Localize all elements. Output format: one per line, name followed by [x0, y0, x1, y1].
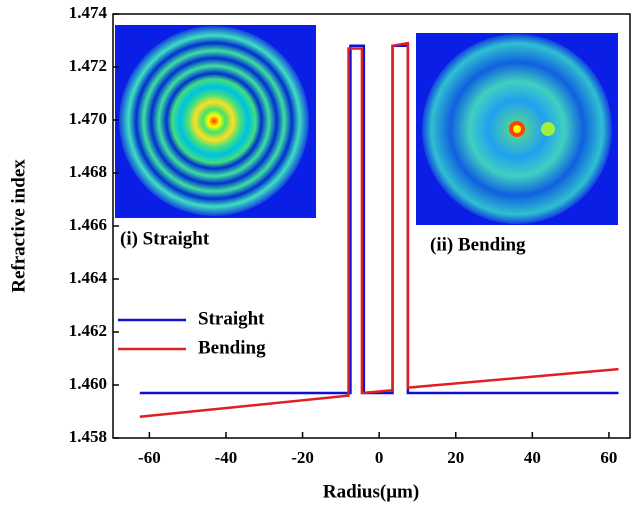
x-tick-label: -40 [215, 448, 238, 467]
x-axis-label: Radius(μm) [323, 481, 419, 502]
y-tick-label: 1.462 [69, 321, 107, 340]
y-tick-label: 1.464 [69, 268, 108, 287]
x-tick-label: -60 [138, 448, 161, 467]
y-tick-label: 1.460 [69, 374, 107, 393]
y-tick-label: 1.466 [69, 215, 107, 234]
inset-bending [416, 33, 618, 225]
legend-label: Straight [198, 308, 265, 329]
y-tick-label: 1.468 [69, 162, 107, 181]
y-tick-label: 1.474 [69, 3, 108, 22]
x-tick-label: 60 [600, 448, 617, 467]
x-tick-label: 40 [524, 448, 541, 467]
y-tick-label: 1.472 [69, 56, 107, 75]
x-tick-label: -20 [291, 448, 314, 467]
y-tick-label: 1.470 [69, 109, 107, 128]
series-line [139, 41, 619, 419]
inset-straight [115, 25, 316, 218]
x-tick-label: 20 [447, 448, 464, 467]
annotation: (i) Straight [120, 228, 210, 249]
legend-label: Bending [198, 337, 266, 358]
y-axis-label: Refractive index [8, 159, 29, 293]
annotation: (ii) Bending [430, 234, 526, 255]
y-tick-label: 1.458 [69, 427, 107, 446]
x-tick-label: 0 [375, 448, 384, 467]
